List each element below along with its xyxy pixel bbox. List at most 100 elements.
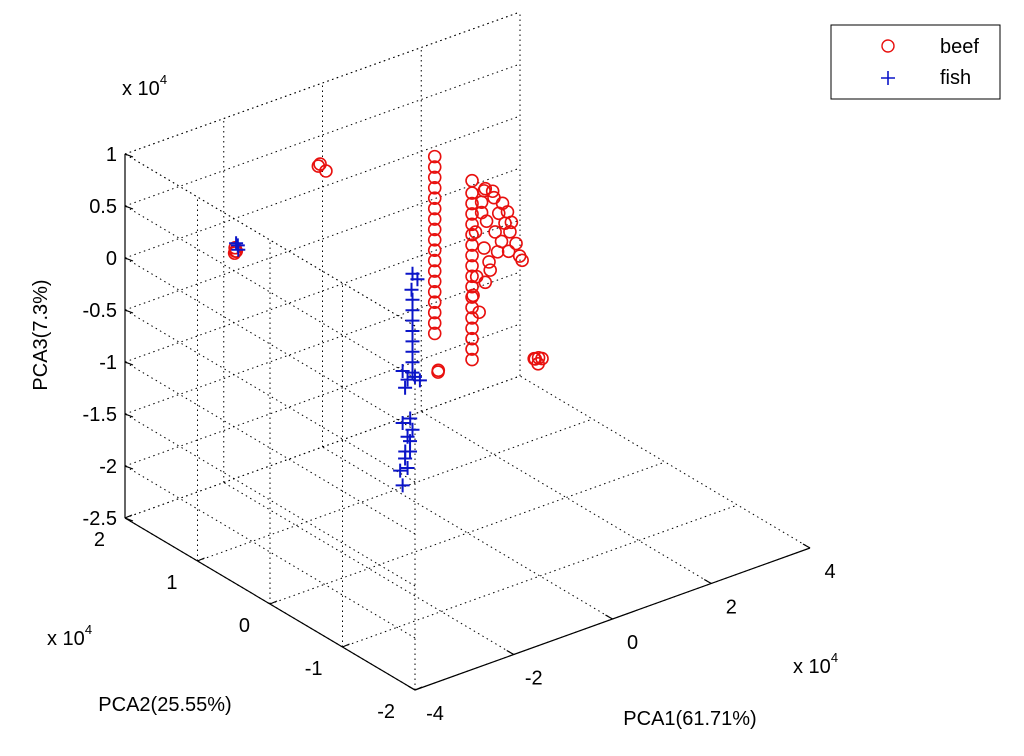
beef-data-point: [427, 201, 442, 216]
box-edge: [124, 11, 521, 155]
z-tick-mark: [124, 413, 134, 418]
beef-data-point: [465, 196, 479, 211]
fish-data-point: [400, 372, 415, 387]
y-tick-label: -2: [377, 701, 395, 723]
y-tick-label: 1: [166, 572, 177, 594]
beef-data-point: [482, 255, 496, 269]
data-markers: [227, 149, 549, 493]
beef-data-point: [427, 264, 442, 278]
z-tick-label: 0.5: [89, 196, 117, 218]
x-tick-mark: [703, 578, 712, 585]
fish-data-point: [398, 380, 413, 395]
beef-data-point: [465, 352, 479, 367]
beef-data-point: [427, 233, 442, 247]
beef-data-point: [466, 288, 480, 303]
box-edge: [124, 153, 416, 327]
grid-line: [124, 205, 416, 379]
beef-data-point: [427, 149, 442, 164]
beef-data-point: [488, 225, 502, 239]
beef-data-point: [427, 316, 442, 330]
z-tick-label: -2: [99, 456, 117, 478]
z-tick-label: -0.5: [83, 300, 117, 322]
beef-data-point: [515, 253, 529, 268]
grid-line: [124, 257, 416, 431]
grid-line: [124, 11, 521, 155]
y-tick-label: 2: [94, 529, 105, 551]
beef-data-point: [478, 275, 493, 290]
z-tick-mark: [124, 361, 134, 366]
beef-data-point: [427, 295, 442, 310]
fish-data-point: [395, 415, 410, 430]
beef-data-point: [490, 245, 505, 259]
z-axis-title: PCA3(7.3%): [30, 279, 52, 390]
legend-box: [830, 24, 1001, 100]
legend: beef fish: [830, 24, 1001, 100]
grid-line: [124, 63, 521, 207]
beef-data-point: [531, 357, 545, 371]
z-tick-mark: [124, 153, 134, 158]
grid-line: [124, 413, 416, 587]
y-tick-label: -1: [305, 658, 323, 680]
grid-line: [519, 375, 811, 549]
fish-data-point: [403, 411, 418, 426]
beef-data-point: [427, 305, 442, 320]
fish-data-point: [230, 238, 245, 253]
x-exponent-label: x 104: [793, 650, 838, 678]
beef-data-point: [465, 207, 479, 221]
x-axis-title: PCA1(61.71%): [623, 708, 756, 730]
grid-line: [223, 482, 515, 655]
beef-data-point: [485, 184, 500, 199]
grid-line: [322, 446, 613, 620]
z-tick-mark: [124, 465, 134, 470]
beef-data-point: [319, 164, 333, 178]
beef-data-point: [479, 214, 494, 228]
x-tick-label: 0: [627, 632, 638, 654]
grid-line: [124, 465, 416, 639]
fish-data-point: [393, 463, 408, 478]
x-tick-mark: [506, 649, 515, 656]
beef-data-point: [531, 350, 546, 365]
beef-data-point: [427, 326, 442, 341]
beef-data-point: [427, 274, 442, 289]
grid-line: [124, 361, 416, 535]
beef-data-point: [468, 225, 483, 239]
beef-data-point: [427, 191, 442, 206]
series-fish: [229, 236, 427, 493]
beef-data-point: [465, 217, 479, 232]
beef-data-point: [427, 222, 442, 237]
beef-data-point: [483, 263, 497, 277]
grid-lines: [124, 11, 811, 691]
z-tick-label: -1.5: [83, 404, 117, 426]
beef-data-point: [465, 331, 479, 346]
beef-data-point: [477, 241, 491, 255]
z-tick-label: 0: [106, 248, 117, 270]
beef-data-point: [465, 321, 479, 336]
axes-box: -2.5 -2 -1.5 -1 -0.5 0 0.5 1 -2 -1 0 1 2 -4 -2 0 2 4: [83, 144, 836, 725]
grid-line: [420, 411, 712, 584]
y-tick-mark: [124, 514, 133, 519]
y-tick-mark: [342, 643, 350, 648]
beef-data-point: [427, 285, 442, 299]
fish-data-point: [410, 272, 425, 287]
y-exponent-label: x 104: [47, 622, 92, 650]
fish-data-point: [412, 373, 427, 388]
grid-line: [124, 323, 521, 467]
z-tick-label: -2.5: [83, 508, 117, 530]
beef-data-point: [427, 253, 442, 268]
z-tick-label: -1: [99, 352, 117, 374]
beef-data-point: [427, 160, 442, 174]
beef-data-point: [427, 170, 442, 185]
legend-beef-marker: [881, 39, 895, 53]
beef-data-point: [465, 173, 479, 188]
series-beef: [227, 149, 549, 379]
y-axis-title: PCA2(25.55%): [98, 694, 231, 716]
z-tick-label: 1: [106, 144, 117, 166]
beef-data-point: [427, 243, 442, 258]
beef-data-point: [498, 216, 512, 230]
axis-labels: x 104 x 104 x 104 PCA3(7.3%) PCA2(25.55%…: [30, 72, 838, 730]
beef-data-point: [491, 206, 506, 221]
legend-fish-marker: [881, 71, 895, 85]
beef-data-point: [427, 181, 442, 195]
grid-line: [269, 461, 666, 605]
